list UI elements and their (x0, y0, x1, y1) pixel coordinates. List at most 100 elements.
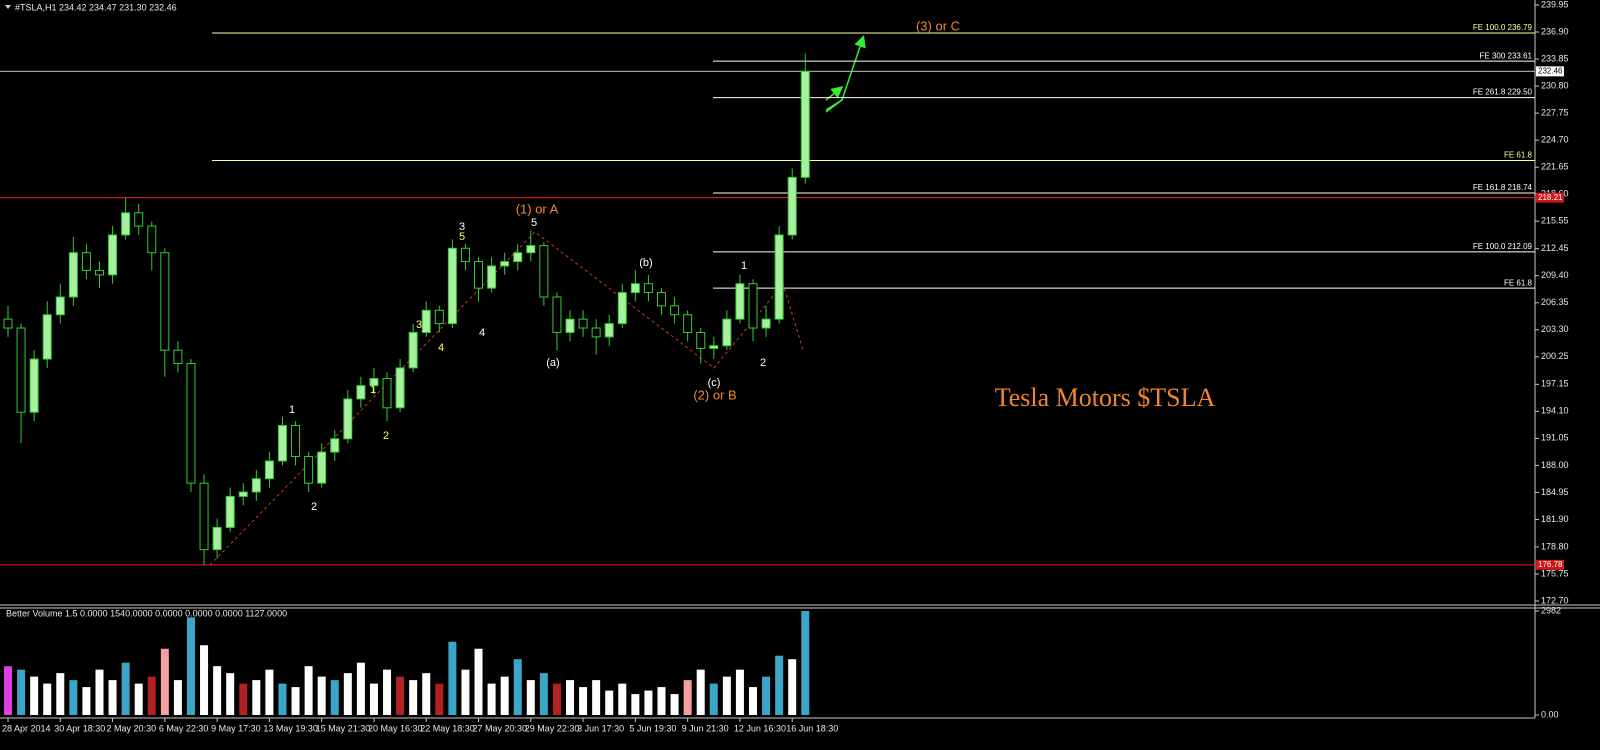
candle-body (578, 318, 588, 329)
volume-title: Better Volume 1.5 0.0000 1540.0000 0.000… (6, 608, 287, 618)
x-tick-label: 29 May 22:30 (525, 723, 580, 733)
volume-bar (43, 683, 52, 715)
y-tick-label: 206.35 (1541, 297, 1569, 307)
candle-body (186, 362, 196, 484)
volume-bar (343, 673, 352, 715)
volume-bar (160, 648, 169, 715)
x-tick-label: 6 May 22:30 (159, 723, 209, 733)
y-tick-label: 215.55 (1541, 216, 1569, 226)
volume-bar (552, 683, 561, 715)
volume-bar (539, 673, 548, 715)
volume-bar (422, 673, 431, 715)
volume-bar (566, 680, 575, 715)
candle-body (343, 398, 353, 440)
volume-bar (383, 669, 392, 715)
candle-body (173, 349, 183, 364)
volume-bar (239, 683, 248, 715)
fe-level-label: FE 261.8 229.50 (1473, 88, 1533, 97)
candle-body (474, 261, 484, 289)
candle-body (16, 327, 26, 413)
volume-bar (278, 683, 287, 715)
candle-body (565, 318, 575, 333)
candle-body (121, 212, 131, 236)
candle-body (238, 491, 248, 497)
volume-bar (82, 687, 91, 715)
chart-header: #TSLA,H1 234.42 234.47 231.30 232.46 (15, 2, 177, 12)
wave-label: 2 (311, 501, 317, 513)
candle-body (199, 482, 209, 551)
candle-body (787, 176, 797, 236)
y-tick-label: 194.10 (1541, 406, 1569, 416)
volume-bar (461, 669, 470, 715)
chart-watermark: Tesla Motors $TSLA (995, 383, 1216, 412)
candle-body (304, 456, 314, 484)
volume-bar (265, 669, 274, 715)
candle-body (513, 252, 523, 263)
y-tick-label: 200.25 (1541, 351, 1569, 361)
y-tick-label: 178.80 (1541, 541, 1569, 551)
candle-body (761, 318, 771, 329)
price-box (1536, 559, 1564, 570)
wave-label: 2 (760, 357, 766, 369)
candle-body (735, 283, 745, 320)
candle-body (291, 425, 301, 458)
volume-tick-label: 2982 (1541, 605, 1561, 615)
volume-bar (396, 676, 405, 715)
volume-bar (173, 680, 182, 715)
candle-body (539, 245, 549, 298)
x-tick-label: 28 Apr 2014 (2, 723, 51, 733)
candle-body (709, 345, 719, 349)
volume-bar (748, 687, 757, 715)
volume-tick-label: 0.00 (1541, 709, 1559, 719)
candle-body (225, 495, 235, 528)
y-tick-label: 233.85 (1541, 53, 1569, 63)
candle-body (212, 526, 222, 551)
y-tick-label: 236.90 (1541, 26, 1569, 36)
candle-body (317, 451, 327, 484)
fe-level-label: FE 161.8 218.74 (1473, 183, 1533, 192)
y-tick-label: 203.30 (1541, 324, 1569, 334)
menu-icon[interactable] (5, 5, 11, 9)
volume-bar (213, 666, 222, 715)
y-tick-label: 209.40 (1541, 270, 1569, 280)
volume-bar (17, 669, 26, 715)
candle-body (147, 225, 157, 254)
x-tick-label: 16 Jun 18:30 (786, 723, 838, 733)
volume-bar (330, 680, 339, 715)
wave-label: (1) or A (516, 201, 559, 216)
candle-body (81, 252, 91, 271)
fe-level-label: FE 61.8 (1504, 278, 1533, 287)
candle-body (526, 245, 536, 254)
candle-body (3, 318, 13, 329)
candle-body (251, 478, 261, 493)
wave-label: 5 (459, 231, 465, 243)
candle-body (447, 247, 457, 325)
wave-label: 3 (459, 221, 465, 233)
candle-body (630, 283, 640, 294)
y-tick-label: 184.95 (1541, 487, 1569, 497)
volume-bar (369, 683, 378, 715)
candle-body (330, 438, 340, 453)
x-tick-label: 5 Jun 19:30 (629, 723, 676, 733)
volume-bar (762, 676, 771, 715)
candle-body (774, 234, 784, 320)
volume-bar (356, 662, 365, 715)
fe-level-label: FE 100.0 236.79 (1473, 23, 1533, 32)
volume-bar (644, 690, 653, 715)
x-tick-label: 9 May 17:30 (211, 723, 261, 733)
fe-level-label: FE 61.8 (1504, 151, 1533, 160)
volume-bar (487, 683, 496, 715)
candle-body (617, 292, 627, 325)
x-tick-label: 2 May 20:30 (107, 723, 157, 733)
candle-body (134, 212, 144, 227)
candle-body (460, 247, 470, 263)
candle-body (683, 314, 693, 333)
volume-bar (4, 666, 12, 715)
wave-label: (c) (708, 377, 721, 389)
volume-bar (579, 687, 588, 715)
volume-bar (683, 680, 692, 715)
candle-body (94, 269, 104, 276)
price-box-label: 232.46 (1538, 66, 1563, 75)
fe-level-label: FE 300 233.61 (1480, 51, 1533, 60)
